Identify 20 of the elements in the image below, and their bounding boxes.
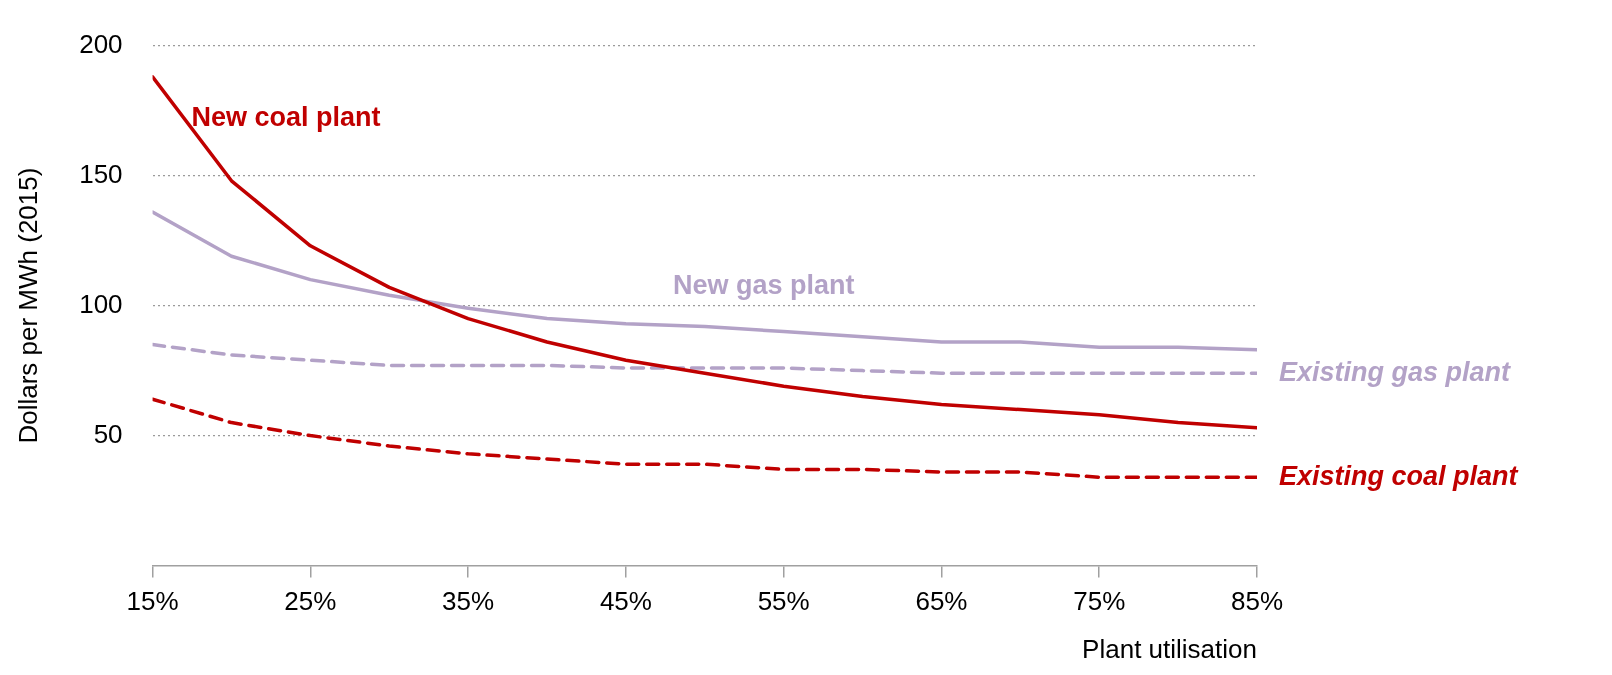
series-label: Existing gas plant [1279, 356, 1512, 387]
x-tick-label: 25% [284, 586, 337, 617]
series-label: Existing coal plant [1279, 460, 1519, 491]
line-series [152, 397, 1257, 479]
series-label: New coal plant [191, 102, 381, 133]
series-label: New gas plant [672, 270, 855, 301]
x-tick-label: 15% [126, 586, 179, 617]
x-tick-label: 45% [599, 586, 652, 617]
y-tick-label: 50 [93, 418, 123, 449]
x-tick-label: 55% [757, 586, 810, 617]
y-tick-label: 100 [79, 288, 123, 319]
y-tick-label: 150 [79, 158, 123, 189]
y-axis-title: Dollars per MWh (2015) [12, 167, 43, 444]
x-tick-label: 85% [1230, 586, 1284, 617]
x-tick-label: 65% [915, 586, 968, 617]
y-tick-label: 200 [79, 28, 123, 59]
x-axis-title: Plant utilisation [1082, 633, 1257, 664]
x-tick-label: 75% [1073, 586, 1126, 617]
line-series [152, 342, 1257, 375]
x-tick-label: 35% [442, 586, 495, 617]
